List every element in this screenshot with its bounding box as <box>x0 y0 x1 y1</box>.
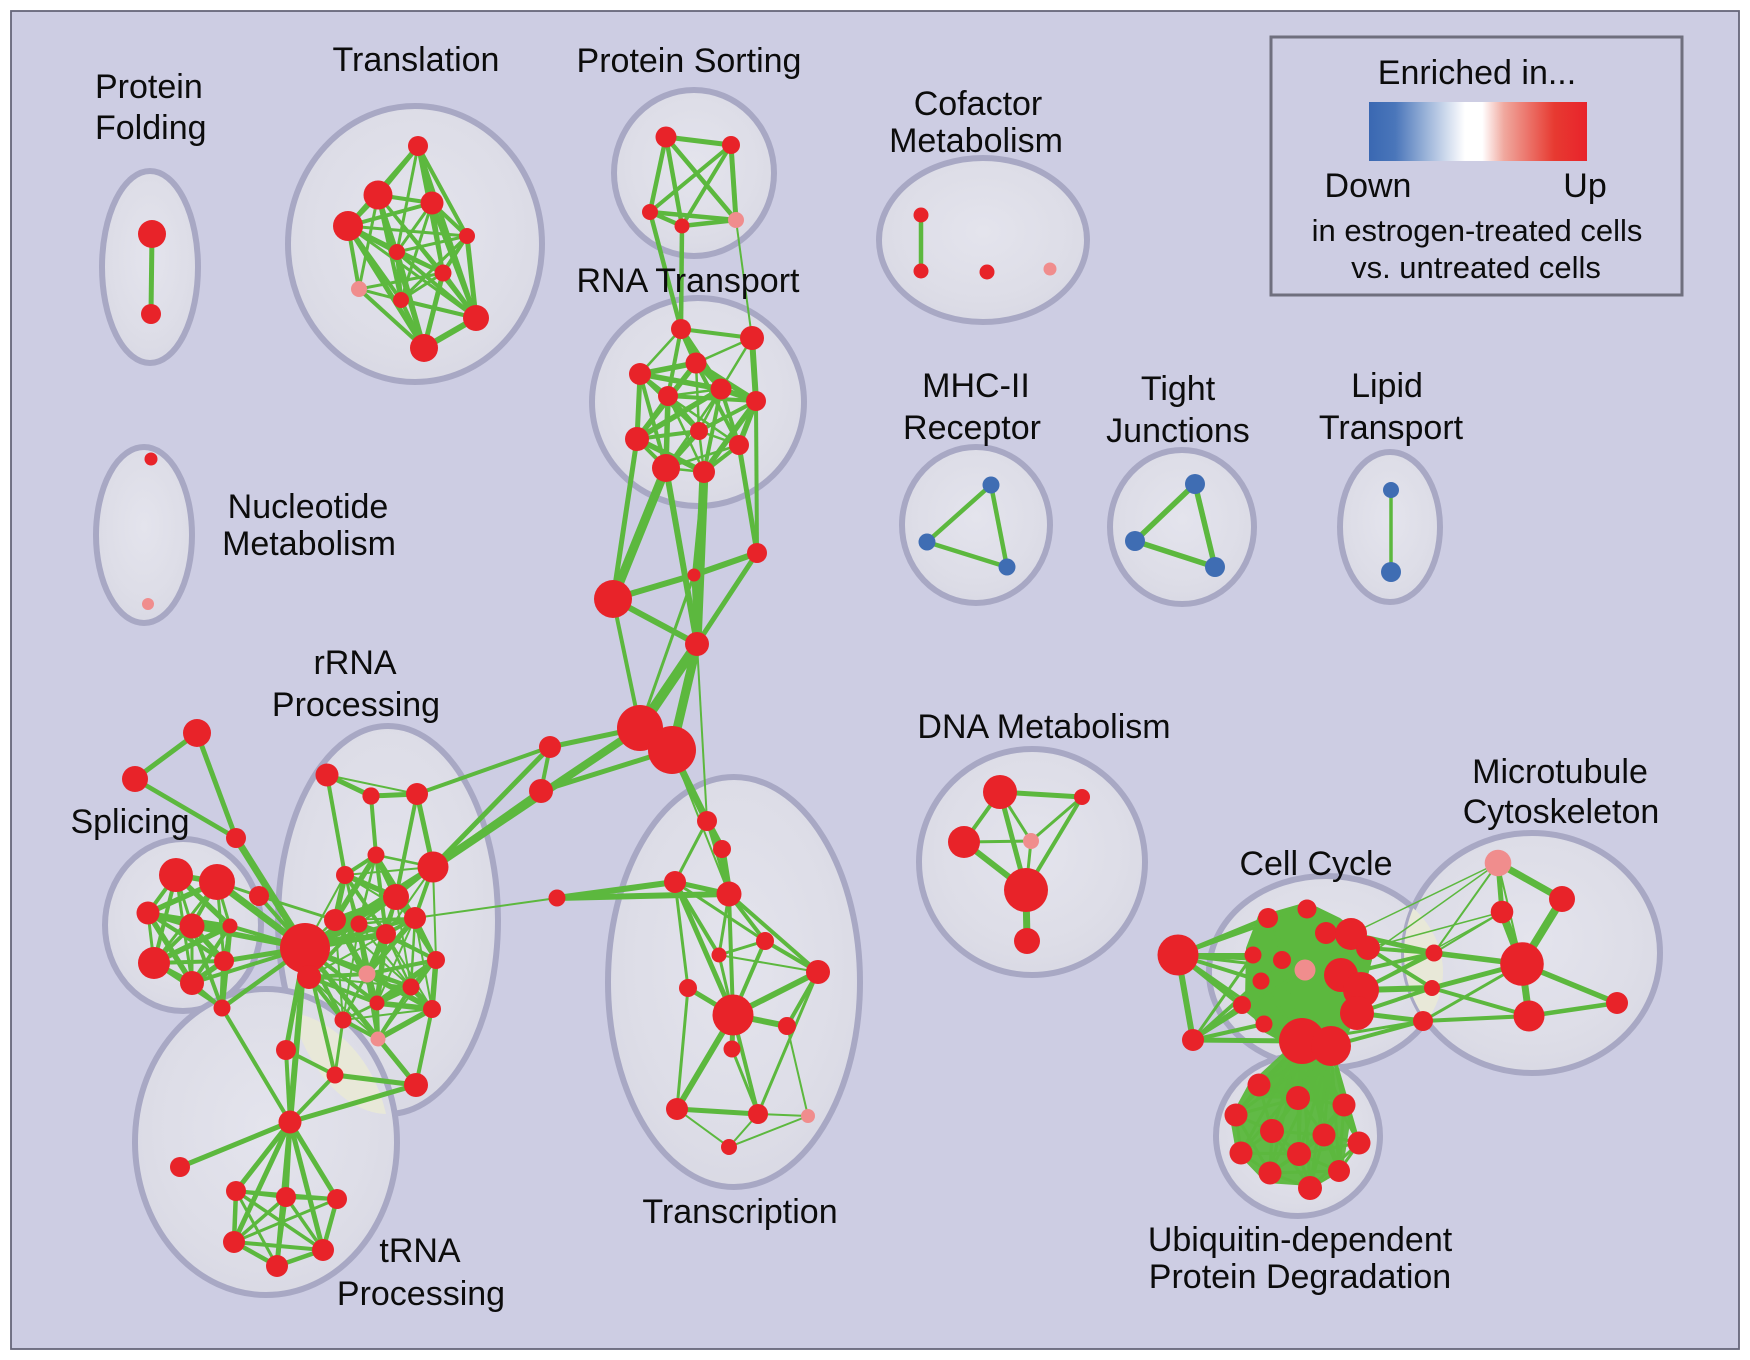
svg-text:Processing: Processing <box>272 686 440 724</box>
svg-text:Processing: Processing <box>337 1275 505 1313</box>
svg-text:Microtubule: Microtubule <box>1472 753 1648 791</box>
svg-text:Junctions: Junctions <box>1106 412 1250 450</box>
svg-text:Ubiquitin-dependent: Ubiquitin-dependent <box>1148 1221 1453 1259</box>
svg-text:Splicing: Splicing <box>70 803 189 841</box>
svg-text:Protein Sorting: Protein Sorting <box>577 42 802 80</box>
svg-text:in estrogen-treated cells: in estrogen-treated cells <box>1312 213 1643 248</box>
svg-text:rRNA: rRNA <box>313 644 396 682</box>
svg-text:Down: Down <box>1325 167 1412 205</box>
svg-text:Enriched in...: Enriched in... <box>1378 54 1576 92</box>
svg-text:Cytoskeleton: Cytoskeleton <box>1463 793 1660 831</box>
svg-text:Protein: Protein <box>95 68 203 106</box>
svg-text:vs. untreated cells: vs. untreated cells <box>1351 250 1601 285</box>
svg-text:Cofactor: Cofactor <box>914 85 1043 123</box>
svg-text:Tight: Tight <box>1141 370 1216 408</box>
svg-text:Lipid: Lipid <box>1351 367 1423 405</box>
svg-text:Nucleotide: Nucleotide <box>228 488 389 526</box>
svg-text:Up: Up <box>1563 167 1606 205</box>
svg-text:Receptor: Receptor <box>903 409 1041 447</box>
svg-text:Transcription: Transcription <box>642 1193 837 1231</box>
svg-text:RNA Transport: RNA Transport <box>577 262 801 300</box>
svg-text:Protein Degradation: Protein Degradation <box>1149 1258 1451 1296</box>
svg-text:MHC-II: MHC-II <box>922 367 1030 405</box>
svg-text:DNA Metabolism: DNA Metabolism <box>917 708 1170 746</box>
svg-text:Cell Cycle: Cell Cycle <box>1239 845 1392 883</box>
svg-text:Transport: Transport <box>1319 409 1464 447</box>
svg-text:Folding: Folding <box>95 109 207 147</box>
svg-text:Metabolism: Metabolism <box>222 525 396 563</box>
svg-text:tRNA: tRNA <box>379 1232 461 1270</box>
svg-text:Metabolism: Metabolism <box>889 122 1063 160</box>
svg-text:Translation: Translation <box>333 41 500 79</box>
